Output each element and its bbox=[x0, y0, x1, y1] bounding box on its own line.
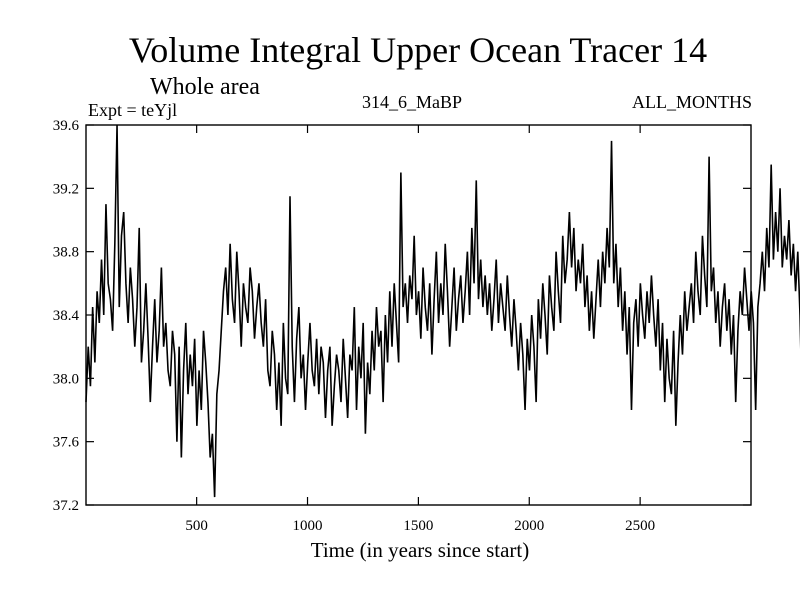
x-tick-label: 2500 bbox=[625, 518, 655, 534]
x-tick-label: 1000 bbox=[293, 518, 323, 534]
x-tick-label: 500 bbox=[185, 518, 208, 534]
y-tick-label: 38.0 bbox=[53, 371, 79, 387]
x-axis-ticks: 500 1000 1500 2000 2500 bbox=[185, 125, 655, 534]
plot-frame bbox=[85, 124, 752, 506]
chart-subtitle: Whole area bbox=[150, 74, 260, 100]
x-tick-label: 1500 bbox=[403, 518, 433, 534]
series-line-0 bbox=[85, 124, 800, 498]
y-tick-label: 37.6 bbox=[53, 435, 80, 451]
y-tick-label: 38.8 bbox=[53, 245, 79, 261]
run-label: 314_6_MaBP bbox=[362, 92, 462, 112]
x-tick-label: 2000 bbox=[514, 518, 544, 534]
y-tick-label: 37.2 bbox=[53, 498, 79, 514]
y-tick-label: 39.6 bbox=[53, 118, 80, 134]
y-tick-label: 38.4 bbox=[53, 308, 80, 324]
months-label: ALL_MONTHS bbox=[632, 92, 752, 112]
series-group bbox=[85, 124, 800, 498]
experiment-label: Expt = teYjl bbox=[88, 100, 177, 120]
chart-title: Volume Integral Upper Ocean Tracer 14 bbox=[129, 30, 707, 70]
y-tick-label: 39.2 bbox=[53, 181, 79, 197]
x-axis-label: Time (in years since start) bbox=[311, 538, 530, 562]
